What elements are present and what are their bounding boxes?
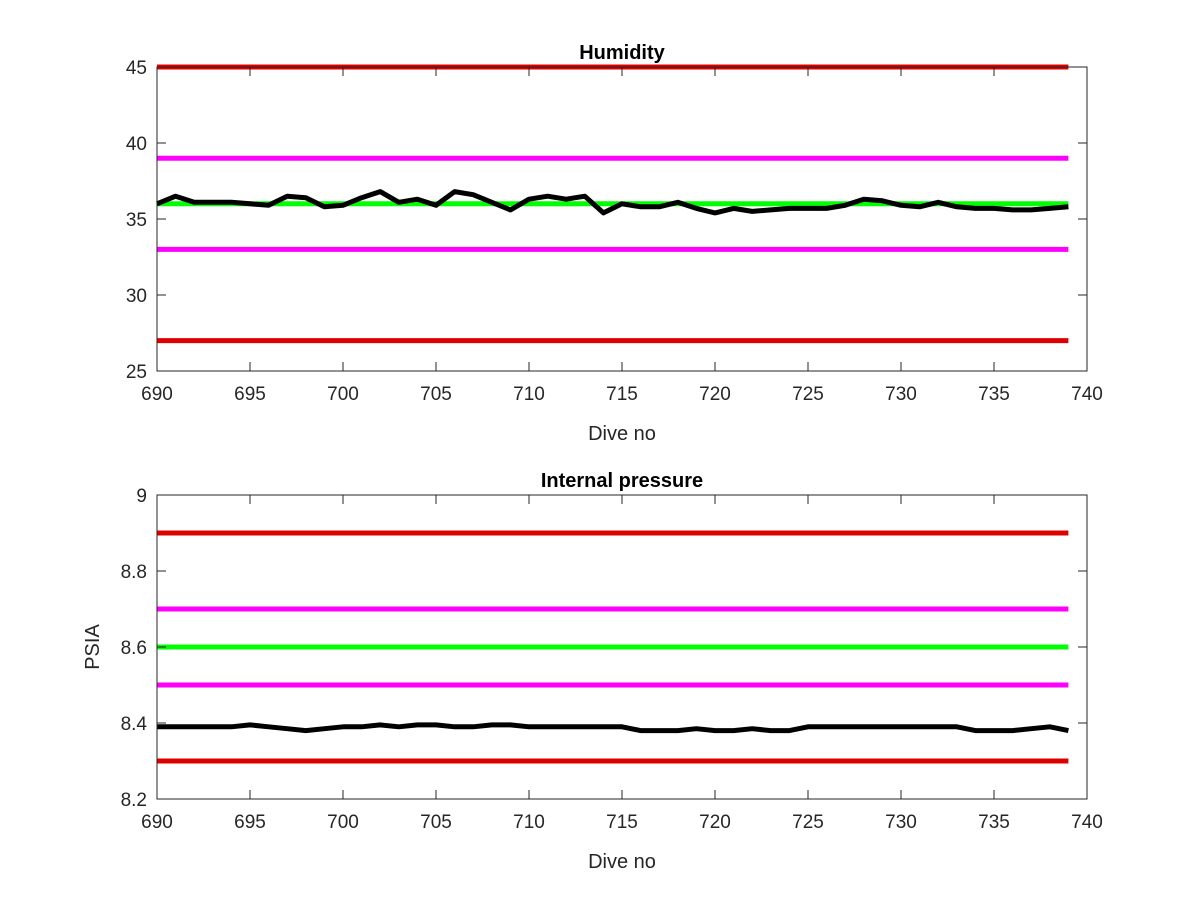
humidity-x-axis-label: Dive no [588,423,656,445]
pressure-series [157,722,1069,734]
humidity-panel: 690 695 700 705 710 715 720 725 730 735 740 25 30 35 4… [126,42,1103,445]
pressure-data-line-0 [157,722,1069,734]
humidity-xtick-label-1: 695 [234,384,266,405]
humidity-xtick-label-2: 700 [327,384,359,405]
humidity-ytick-label-3: 40 [126,134,147,155]
humidity-data-line-0 [156,189,1069,216]
humidity-ytick-label-1: 30 [126,286,147,307]
pressure-xtick-label-0: 690 [141,812,173,833]
humidity-xtick-label-8: 730 [885,384,917,405]
pressure-xtick-label-10: 740 [1071,812,1103,833]
humidity-xtick-label-5: 715 [606,384,638,405]
humidity-series [156,189,1069,216]
humidity-xtick-label-6: 720 [699,384,731,405]
pressure-ytick-label-0: 8.2 [121,790,147,811]
humidity-ytick-label-2: 35 [126,210,147,231]
pressure-xtick-label-2: 700 [327,812,359,833]
pressure-xtick-label-3: 705 [420,812,452,833]
pressure-panel: 690 695 700 705 710 715 720 725 730 735 740 8.2 8.4 8… [82,470,1103,873]
humidity-xtick-label-9: 735 [978,384,1010,405]
pressure-xtick-label-8: 730 [885,812,917,833]
humidity-xtick-label-0: 690 [141,384,173,405]
pressure-x-axis-label: Dive no [588,851,656,873]
pressure-y-axis-label: PSIA [82,624,104,670]
pressure-ticks: 690 695 700 705 710 715 720 725 730 735 740 8.2 8.4 8… [121,486,1103,833]
humidity-title: Humidity [579,42,665,64]
pressure-ytick-label-1: 8.4 [121,714,148,735]
pressure-xtick-label-1: 695 [234,812,266,833]
humidity-xtick-label-3: 705 [420,384,452,405]
pressure-title: Internal pressure [541,470,703,492]
pressure-xtick-label-5: 715 [606,812,638,833]
pressure-ytick-label-4: 9 [136,486,147,507]
pressure-ytick-label-2: 8.6 [121,638,147,659]
pressure-ytick-label-3: 8.8 [121,562,147,583]
pressure-xtick-label-9: 735 [978,812,1010,833]
humidity-ytick-label-4: 45 [126,58,147,79]
pressure-reference-lines [157,530,1069,764]
pressure-xtick-label-4: 710 [513,812,545,833]
pressure-xtick-label-6: 720 [699,812,731,833]
pressure-xtick-label-7: 725 [792,812,824,833]
humidity-xtick-label-4: 710 [513,384,545,405]
humidity-xtick-label-7: 725 [792,384,824,405]
humidity-ytick-label-0: 25 [126,362,147,383]
humidity-ticks: 690 695 700 705 710 715 720 725 730 735 740 25 30 35 4… [126,58,1103,405]
humidity-xtick-label-10: 740 [1071,384,1103,405]
